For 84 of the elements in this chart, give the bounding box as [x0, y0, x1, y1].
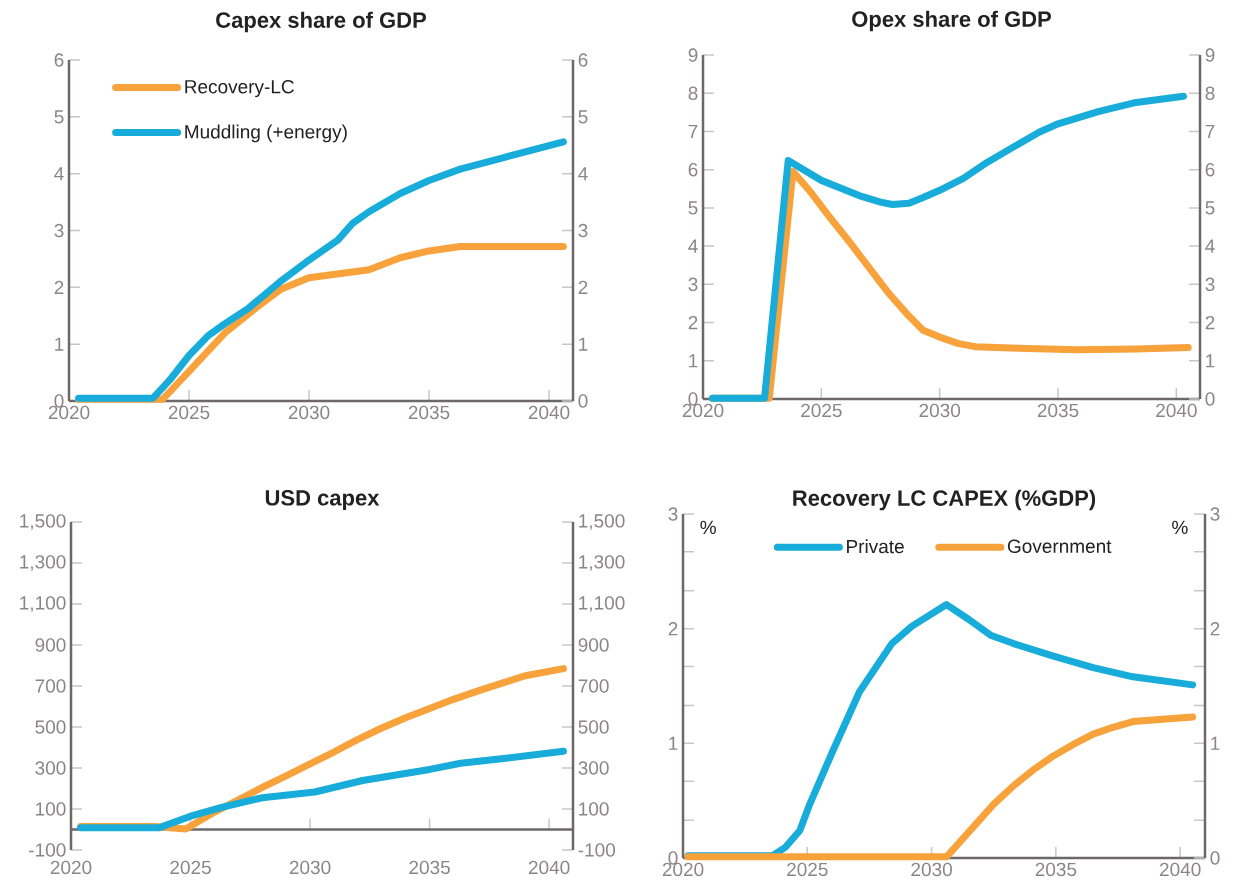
- y2-tick-label: 0: [578, 394, 588, 408]
- x-tick-label: 2040: [528, 405, 570, 420]
- y2-tick-label: 1: [1211, 736, 1220, 750]
- y-tick-label: 6: [688, 162, 698, 177]
- y2-tick-label: 2: [1205, 315, 1215, 330]
- y2-axis-title: %: [1172, 520, 1188, 534]
- x-tick-label: 2025: [168, 405, 210, 420]
- x-tick-label: 2025: [801, 403, 842, 418]
- chart-title: USD capex: [265, 490, 380, 510]
- y-axis-title: %: [700, 520, 716, 534]
- x-tick-label: 2030: [919, 403, 961, 418]
- y2-tick-label: 300: [578, 761, 609, 775]
- y-tick-label: 300: [35, 761, 66, 775]
- legend-label: Muddling (+energy): [185, 124, 347, 143]
- y2-tick-label: 4: [1205, 239, 1215, 253]
- y-tick-label: 100: [36, 802, 66, 816]
- y-tick-label: 5: [54, 110, 64, 124]
- y-tick-label: 4: [688, 239, 698, 253]
- y-tick-label: 6: [54, 53, 64, 67]
- y-tick-label: 1: [689, 354, 698, 368]
- x-tick-label: 2040: [1159, 862, 1201, 877]
- y-tick-label: 5: [688, 201, 698, 215]
- y2-tick-label: 900: [578, 638, 609, 652]
- y2-tick-label: 6: [1205, 162, 1215, 177]
- y-tick-label: 3: [668, 507, 678, 521]
- legend-label: Private: [847, 539, 904, 554]
- y-tick-label: 1: [55, 337, 64, 351]
- y-tick-label: -100: [29, 843, 66, 857]
- y2-tick-label: 8: [1205, 86, 1215, 100]
- y-tick-label: 500: [35, 720, 66, 734]
- y-tick-label: 9: [688, 48, 698, 62]
- y-tick-label: 2: [668, 622, 678, 636]
- x-tick-label: 2035: [1037, 403, 1079, 418]
- y2-tick-label: 500: [578, 720, 609, 734]
- y2-tick-label: 1,100: [579, 596, 625, 612]
- y2-tick-label: 3: [1205, 277, 1215, 292]
- y-tick-label: 1,300: [20, 555, 66, 571]
- x-tick-label: 2035: [409, 860, 450, 875]
- y-tick-label: 2: [688, 315, 698, 330]
- x-tick-label: 2040: [528, 860, 570, 875]
- x-tick-label: 2030: [289, 860, 331, 875]
- chart-title: Capex share of GDP: [216, 11, 426, 33]
- y2-tick-label: 1: [579, 337, 588, 351]
- y2-tick-label: 1: [1206, 354, 1215, 368]
- y2-tick-label: 100: [579, 802, 609, 816]
- y2-tick-label: 2: [1210, 622, 1220, 636]
- chart-title: Opex share of GDP: [852, 10, 1051, 32]
- x-tick-label: 2030: [288, 405, 330, 420]
- chart-title: Recovery LC CAPEX (%GDP): [793, 489, 1096, 511]
- legend-label: Government: [1007, 539, 1112, 553]
- y2-tick-label: 5: [1205, 201, 1215, 215]
- y-tick-label: 700: [35, 679, 66, 693]
- y2-tick-label: 7: [1205, 124, 1215, 138]
- x-tick-label: 2035: [1035, 862, 1077, 877]
- x-tick-label: 2040: [1156, 403, 1197, 418]
- y2-tick-label: 3: [1210, 507, 1220, 521]
- y-tick-label: 1: [669, 736, 678, 750]
- x-tick-label: 2020: [50, 860, 92, 875]
- y2-tick-label: 0: [1205, 392, 1215, 406]
- y2-tick-label: 2: [578, 280, 588, 294]
- y2-tick-label: 4: [578, 167, 588, 181]
- y2-tick-label: 0: [1210, 851, 1220, 865]
- y-tick-label: 2: [54, 280, 64, 294]
- x-tick-label: 2035: [408, 405, 450, 420]
- x-tick-label: 2030: [911, 862, 952, 877]
- x-tick-label: 2025: [170, 860, 211, 875]
- y-tick-label: 4: [54, 167, 64, 181]
- y-tick-label: 1,100: [20, 596, 66, 612]
- y2-tick-label: 6: [578, 53, 588, 67]
- x-tick-label: 2025: [787, 862, 828, 877]
- y2-tick-label: 1,300: [579, 555, 625, 571]
- y-tick-label: 8: [688, 86, 698, 100]
- y2-tick-label: -100: [578, 843, 616, 857]
- y-tick-label: 3: [54, 223, 64, 238]
- y2-tick-label: 3: [578, 223, 588, 238]
- y-tick-label: 1,500: [20, 514, 66, 530]
- y-tick-label: 3: [688, 277, 698, 292]
- y2-tick-label: 5: [578, 110, 588, 124]
- legend-label: Recovery-LC: [185, 79, 294, 98]
- y2-tick-label: 1,500: [579, 514, 625, 530]
- y2-tick-label: 9: [1205, 48, 1215, 62]
- y-tick-label: 7: [688, 124, 698, 138]
- y-tick-label: 900: [35, 638, 66, 652]
- y2-tick-label: 700: [578, 679, 609, 693]
